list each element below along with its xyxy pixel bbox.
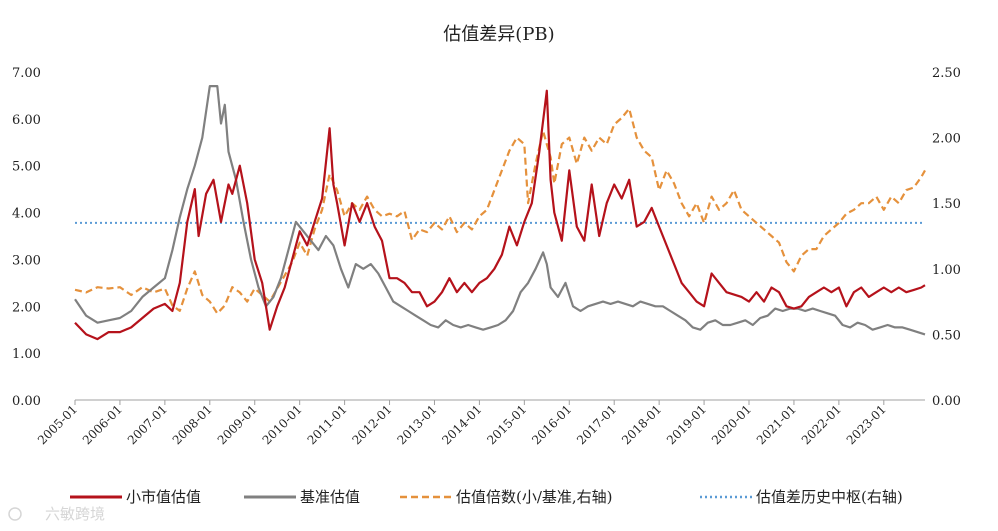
x-tick-label: 2009-01: [215, 402, 260, 447]
x-tick-label: 2005-01: [35, 402, 80, 447]
y-right-tick-label: 0.50: [932, 328, 961, 343]
x-tick-label: 2017-01: [574, 402, 619, 447]
y-right-tick-label: 2.00: [932, 132, 961, 147]
y-axis-left: 0.00 1.00 2.00 3.00 4.00 5.00 6.00 7.00: [12, 66, 41, 409]
x-tick-label: 2021-01: [754, 402, 799, 447]
watermark-text: 六敏跨境: [45, 505, 105, 523]
legend-label-1: 基准估值: [300, 488, 360, 506]
x-tick-label: 2016-01: [529, 402, 574, 447]
y-right-tick-label: 0.00: [932, 394, 961, 409]
y-left-tick-label: 2.00: [12, 300, 41, 315]
legend-label-2: 估值倍数(小/基准,右轴): [456, 488, 613, 506]
y-left-tick-label: 0.00: [12, 394, 41, 409]
legend: 小市值估值 基准估值 估值倍数(小/基准,右轴) 估值差历史中枢(右轴): [70, 488, 903, 506]
y-right-tick-label: 2.50: [932, 66, 961, 81]
x-tick-label: 2013-01: [394, 402, 439, 447]
y-right-tick-label: 1.00: [932, 263, 961, 278]
y-left-tick-label: 3.00: [12, 253, 41, 268]
x-tick-label: 2007-01: [125, 402, 170, 447]
y-left-tick-label: 1.00: [12, 347, 41, 362]
chart-title: 估值差异(PB): [443, 24, 554, 45]
x-axis: 2005-01 2006-01 2007-01 2008-01 2009-01 2010-…: [35, 399, 925, 447]
y-left-tick-label: 6.00: [12, 113, 41, 128]
series-line-2: [74, 107, 926, 315]
x-tick-label: 2010-01: [260, 402, 305, 447]
x-tick-label: 2022-01: [799, 402, 844, 447]
y-left-tick-label: 5.00: [12, 160, 41, 175]
series-line-0: [74, 89, 926, 341]
x-tick-label: 2020-01: [709, 402, 754, 447]
y-axis-right: 0.00 0.50 1.00 1.50 2.00 2.50: [932, 66, 961, 409]
y-left-tick-label: 7.00: [12, 66, 41, 81]
x-tick-label: 2012-01: [349, 402, 394, 447]
x-tick-label: 2018-01: [619, 402, 664, 447]
watermark-logo-icon: [8, 507, 22, 521]
x-tick-label: 2014-01: [439, 402, 484, 447]
x-tick-label: 2008-01: [170, 402, 215, 447]
x-tick-label: 2006-01: [80, 402, 125, 447]
x-tick-label: 2023-01: [844, 402, 889, 447]
y-left-tick-label: 4.00: [12, 207, 41, 222]
series-layer: [74, 85, 926, 341]
x-tick-label: 2015-01: [484, 402, 529, 447]
legend-label-3: 估值差历史中枢(右轴): [756, 488, 903, 506]
x-tick-label: 2019-01: [664, 402, 709, 447]
legend-label-0: 小市值估值: [126, 488, 201, 506]
x-tick-label: 2011-01: [305, 402, 350, 447]
series-line-1: [74, 85, 926, 336]
watermark: 六敏跨境: [8, 505, 105, 523]
y-right-tick-label: 1.50: [932, 197, 961, 212]
